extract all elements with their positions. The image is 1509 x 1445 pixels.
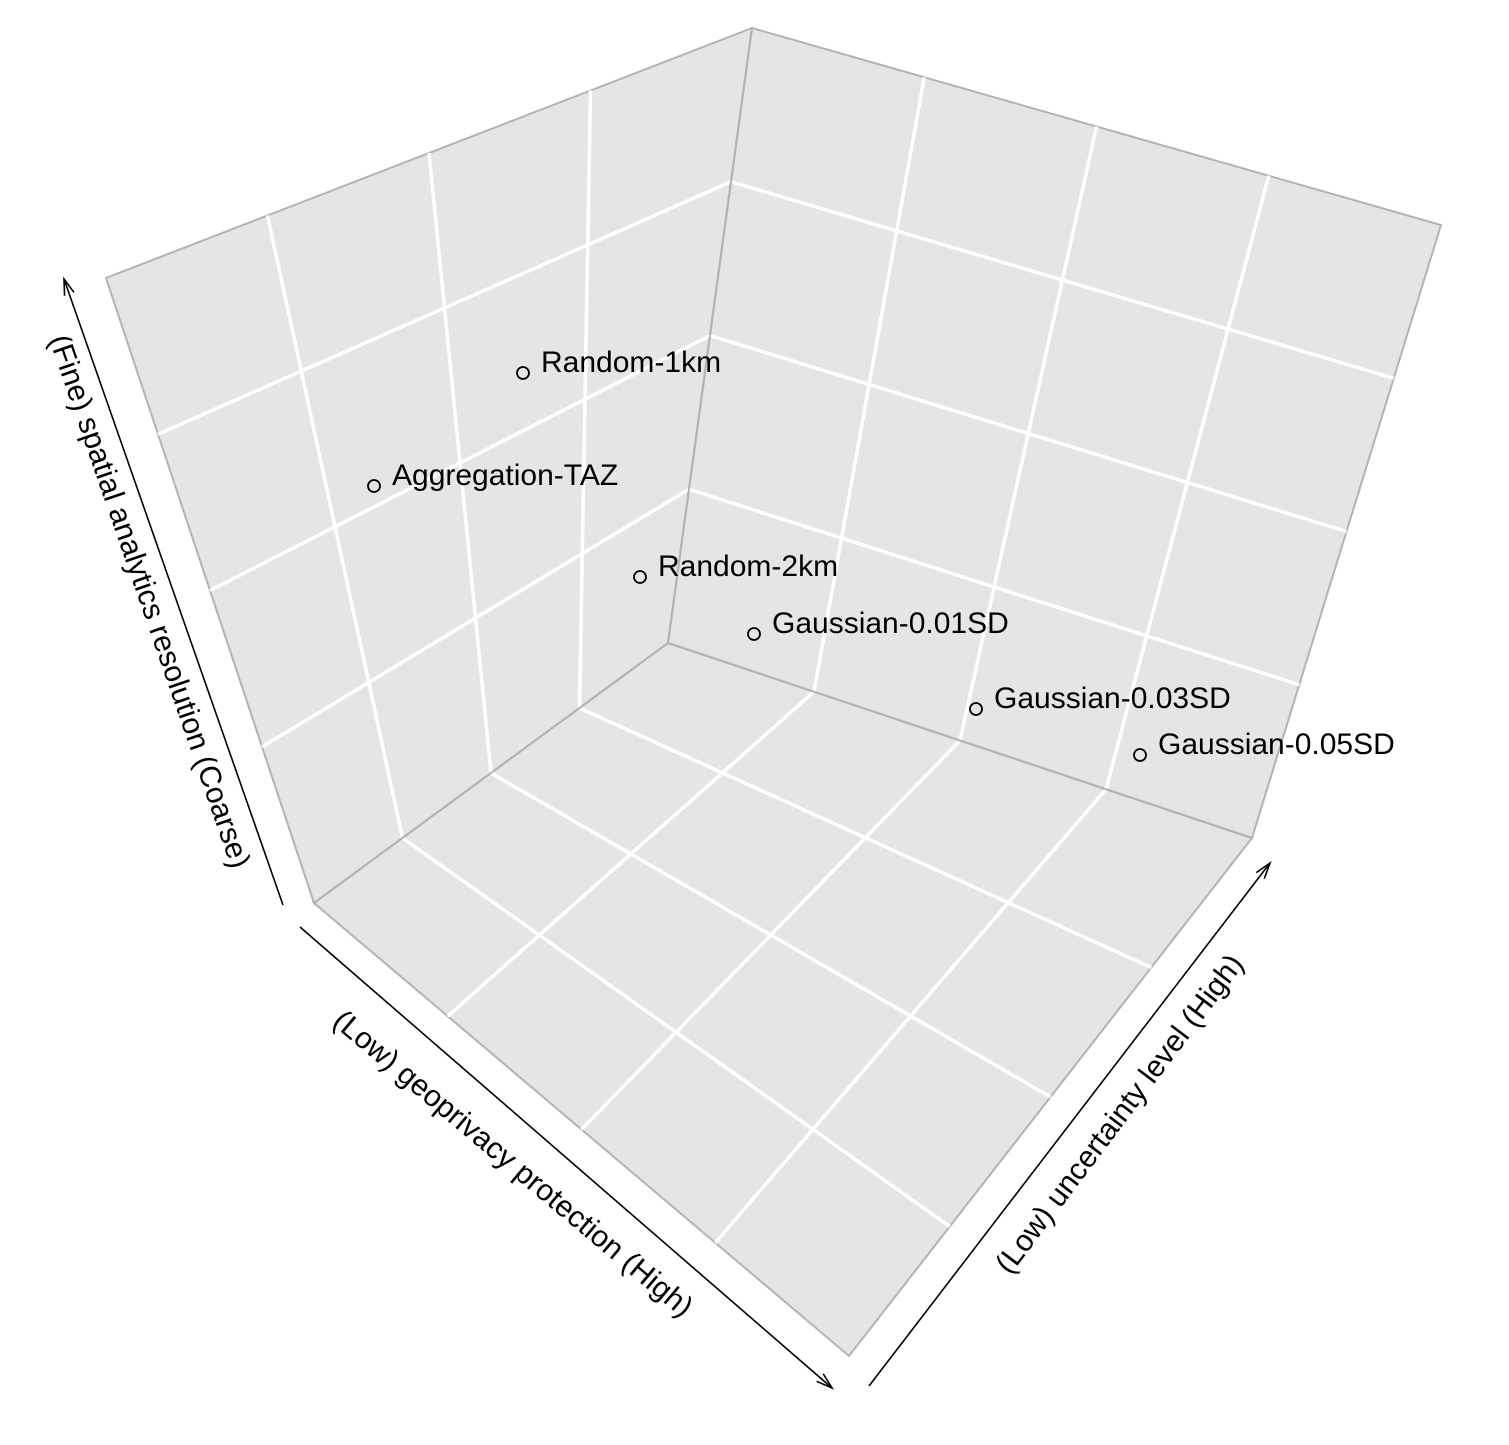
z-axis-arrowhead-icon: [63, 276, 75, 296]
point-label: Random-1km: [541, 346, 721, 379]
point-marker-icon: [747, 627, 761, 641]
inner-edges: [313, 27, 1253, 904]
point-label: Gaussian-0.03SD: [994, 682, 1231, 715]
point-label: Random-2km: [658, 550, 838, 583]
right-wall-gridline: [1104, 175, 1271, 790]
point-marker-icon: [1133, 748, 1147, 762]
left-floor-edge: [313, 642, 669, 904]
x-axis-arrow: [299, 926, 833, 1389]
point-marker-icon: [516, 366, 530, 380]
floor-gridline: [401, 836, 951, 1228]
axis-arrows: [63, 276, 1272, 1390]
right-wall-gridline: [709, 333, 1348, 534]
floor-gridline: [580, 739, 962, 1131]
left-wall-gridline: [157, 180, 732, 436]
data-point: Random-2km: [633, 550, 838, 584]
data-point: Gaussian-0.03SD: [969, 682, 1231, 716]
right-floor-edge: [667, 642, 1253, 839]
left-wall-gridline: [265, 215, 405, 839]
y-axis-arrow: [868, 862, 1271, 1387]
point-marker-icon: [367, 479, 381, 493]
point-label: Aggregation-TAZ: [392, 459, 618, 492]
point-label: Gaussian-0.01SD: [772, 607, 1009, 640]
gridlines: [157, 76, 1395, 1244]
left-wall-gridline: [209, 333, 711, 593]
data-point: Gaussian-0.01SD: [747, 607, 1009, 641]
right-wall-gridline: [730, 180, 1395, 380]
data-point: Gaussian-0.05SD: [1133, 728, 1395, 762]
data-points: Random-1km Aggregation-TAZ Random-2km Gauss…: [367, 346, 1395, 762]
y-axis-arrowhead-icon: [1255, 860, 1272, 880]
floor-gridline: [713, 788, 1108, 1244]
point-marker-icon: [633, 570, 647, 584]
data-point: Random-1km: [516, 346, 721, 380]
x-axis-arrowhead-icon: [816, 1373, 835, 1390]
z-axis-arrow: [63, 278, 284, 906]
panel-walls: [104, 26, 1443, 1358]
point-marker-icon: [969, 702, 983, 716]
point-label: Gaussian-0.05SD: [1158, 728, 1395, 761]
back-vertical-edge: [667, 27, 753, 644]
data-point: Aggregation-TAZ: [367, 459, 618, 493]
